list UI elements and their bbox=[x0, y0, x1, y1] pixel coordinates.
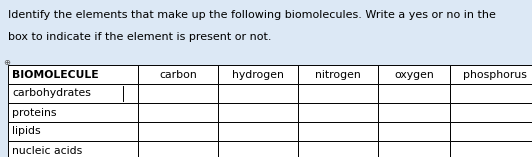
Text: carbon: carbon bbox=[159, 70, 197, 79]
Bar bbox=[298, 84, 378, 103]
Bar bbox=[378, 122, 450, 141]
Text: nucleic acids: nucleic acids bbox=[12, 146, 82, 155]
Bar bbox=[298, 65, 378, 84]
Bar bbox=[138, 141, 218, 157]
Text: Identify the elements that make up the following biomolecules. Write a yes or no: Identify the elements that make up the f… bbox=[8, 10, 496, 20]
Bar bbox=[378, 103, 450, 122]
Text: ⊕: ⊕ bbox=[3, 58, 10, 67]
Bar bbox=[450, 122, 532, 141]
Bar bbox=[218, 65, 298, 84]
Text: carbohydrates: carbohydrates bbox=[12, 89, 91, 98]
Bar bbox=[378, 141, 450, 157]
Bar bbox=[8, 103, 138, 122]
Bar bbox=[138, 103, 218, 122]
Text: hydrogen: hydrogen bbox=[232, 70, 284, 79]
Bar bbox=[218, 141, 298, 157]
Bar bbox=[450, 65, 532, 84]
Bar bbox=[218, 122, 298, 141]
Bar bbox=[450, 141, 532, 157]
Bar bbox=[138, 84, 218, 103]
Text: lipids: lipids bbox=[12, 127, 40, 136]
Bar bbox=[8, 141, 138, 157]
Text: proteins: proteins bbox=[12, 108, 56, 117]
Bar bbox=[298, 141, 378, 157]
Bar bbox=[298, 122, 378, 141]
Text: phosphorus: phosphorus bbox=[463, 70, 527, 79]
Text: BIOMOLECULE: BIOMOLECULE bbox=[12, 70, 98, 79]
Bar bbox=[8, 84, 138, 103]
Bar bbox=[298, 103, 378, 122]
Text: nitrogen: nitrogen bbox=[315, 70, 361, 79]
Bar bbox=[378, 84, 450, 103]
Bar bbox=[450, 84, 532, 103]
Bar bbox=[138, 65, 218, 84]
Bar bbox=[378, 65, 450, 84]
Text: oxygen: oxygen bbox=[394, 70, 434, 79]
Bar bbox=[450, 103, 532, 122]
Bar bbox=[138, 122, 218, 141]
Text: box to indicate if the element is present or not.: box to indicate if the element is presen… bbox=[8, 32, 271, 42]
Bar bbox=[8, 122, 138, 141]
Bar bbox=[8, 65, 138, 84]
Bar bbox=[218, 103, 298, 122]
Bar bbox=[218, 84, 298, 103]
